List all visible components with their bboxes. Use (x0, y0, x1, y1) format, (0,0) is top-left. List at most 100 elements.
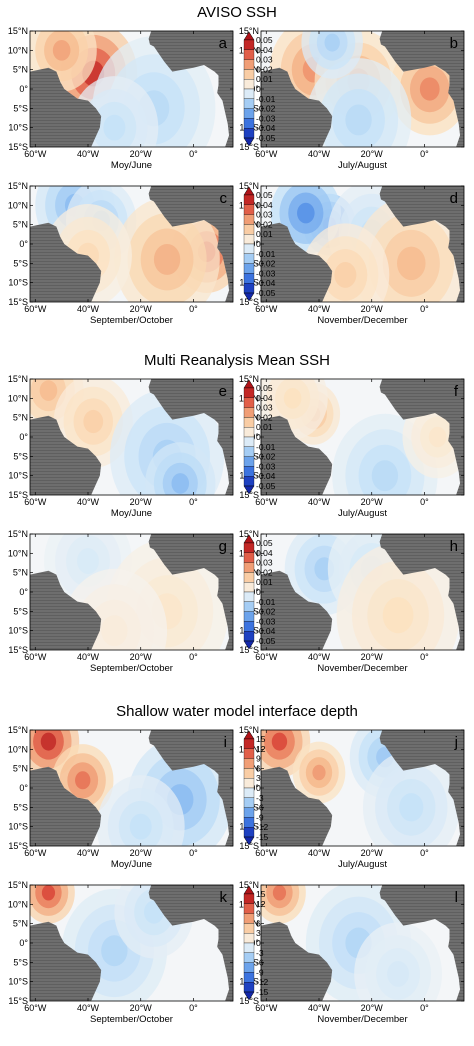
panel-letter: a (219, 35, 228, 52)
colorbar-tick-label: -3 (256, 948, 264, 958)
section-title-1: Multi Reanalysis Mean SSH (144, 352, 330, 369)
land-africa (148, 730, 233, 846)
lon-tick-label: 0° (420, 497, 429, 507)
lat-tick-label: 15°S (239, 645, 259, 655)
land-south-america (261, 222, 333, 302)
lon-tick-label: 20°W (361, 652, 384, 662)
lon-tick-label: 20°W (130, 149, 153, 159)
land-south-america (30, 415, 102, 495)
colorbar-segment (243, 253, 255, 264)
colorbar-segment (243, 621, 255, 632)
colorbar-tick-label: 0.04 (256, 45, 273, 55)
lat-tick-label: 15°S (239, 490, 259, 500)
colorbar-tick-label: -9 (256, 967, 264, 977)
colorbar-segment (243, 933, 255, 944)
season-label: July/August (338, 508, 387, 519)
season-label: Moy/June (111, 508, 152, 519)
field-anomaly (83, 409, 104, 434)
colorbar-segment (243, 214, 255, 225)
colorbar-segment (243, 224, 255, 235)
field-anomaly (272, 885, 287, 901)
colorbar-tick-label: 3 (256, 928, 261, 938)
field-anomaly (419, 77, 440, 101)
colorbar-segment (243, 397, 255, 408)
colorbar-tick-label: 0 (256, 938, 261, 948)
land-africa (379, 31, 464, 147)
lon-tick-label: 60°W (255, 652, 278, 662)
lat-tick-label: 15°N (8, 880, 28, 890)
lat-tick-label: 15°S (8, 490, 28, 500)
colorbar-segment (243, 204, 255, 215)
panel-letter: k (220, 889, 228, 906)
field-anomaly (312, 764, 326, 781)
field-anomaly (271, 732, 288, 751)
colorbar-segment (243, 797, 255, 808)
colorbar-tick-label: 0.05 (256, 383, 273, 393)
colorbar-tick-label: -0.01 (256, 597, 276, 607)
lat-tick-label: 15°N (8, 26, 28, 36)
lat-tick-label: 5°N (13, 764, 28, 774)
lon-tick-label: 60°W (24, 149, 47, 159)
lat-tick-label: 10°N (8, 899, 28, 909)
colorbar-segment (243, 562, 255, 573)
lat-tick-label: 15°S (239, 297, 259, 307)
lon-tick-label: 20°W (130, 304, 153, 314)
lon-tick-label: 20°W (130, 497, 153, 507)
lat-tick-label: 0° (250, 432, 259, 442)
lon-tick-label: 60°W (255, 304, 278, 314)
lat-tick-label: 5°N (13, 65, 28, 75)
field-anomaly (334, 262, 357, 288)
lat-tick-label: 0° (19, 783, 28, 793)
season-label: Moy/June (111, 859, 152, 870)
colorbar-segment (243, 243, 255, 254)
land-south-america (30, 67, 102, 147)
land-africa (379, 534, 464, 650)
season-label: Moy/June (111, 160, 152, 171)
colorbar-segment (243, 69, 255, 80)
colorbar-segment (243, 417, 255, 428)
colorbar-tick-label: 0.02 (256, 567, 273, 577)
lat-tick-label: 0° (250, 938, 259, 948)
colorbar-segment (243, 601, 255, 612)
colorbar-segment (243, 39, 255, 50)
lat-tick-label: 0° (250, 84, 259, 94)
colorbar-tick-label: -0.04 (256, 626, 276, 636)
land-africa (148, 379, 233, 495)
colorbar-segment (243, 128, 255, 139)
colorbar-segment (243, 827, 255, 838)
lat-tick-label: 5°S (13, 103, 28, 113)
colorbar-tick-label: -0.03 (256, 113, 276, 123)
colorbar-tick-label: -0.05 (256, 636, 276, 646)
lon-tick-label: 0° (189, 848, 198, 858)
season-label: July/August (338, 160, 387, 171)
lat-tick-label: 0° (19, 84, 28, 94)
colorbar-tick-label: 0.03 (256, 210, 273, 220)
panel-letter: f (454, 383, 459, 400)
lat-tick-label: 15°S (239, 841, 259, 851)
lat-tick-label: 15°N (8, 181, 28, 191)
field-anomaly (428, 426, 447, 448)
lon-tick-label: 40°W (308, 848, 331, 858)
colorbar-tick-label: -0.01 (256, 442, 276, 452)
colorbar-tick-label: 12 (256, 744, 266, 754)
lat-tick-label: 5°N (13, 568, 28, 578)
colorbar-segment (243, 194, 255, 205)
lon-tick-label: 40°W (77, 652, 100, 662)
lat-tick-label: 5°S (13, 957, 28, 967)
lat-tick-label: 15°N (239, 374, 259, 384)
panel-letter: e (219, 383, 227, 400)
colorbar-tick-label: -3 (256, 793, 264, 803)
colorbar-tick-label: 6 (256, 918, 261, 928)
field-anomaly (101, 615, 128, 647)
colorbar-tick-label: 0.03 (256, 403, 273, 413)
colorbar-segment (243, 923, 255, 934)
lon-tick-label: 60°W (255, 1003, 278, 1013)
lon-tick-label: 60°W (255, 497, 278, 507)
colorbar-segment (243, 758, 255, 769)
colorbar-segment (243, 263, 255, 274)
colorbar-segment (243, 98, 255, 109)
colorbar-segment (243, 407, 255, 418)
lon-tick-label: 40°W (308, 652, 331, 662)
lat-tick-label: 0° (19, 938, 28, 948)
